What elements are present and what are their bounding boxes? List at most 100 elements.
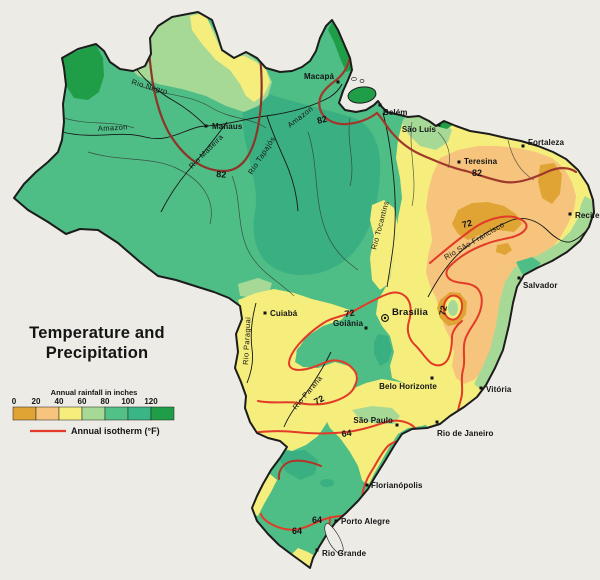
city-label-rio-grande: Rio Grande (322, 549, 367, 558)
city-label-goiania: Goiânia (333, 319, 363, 328)
legend-ticks: 0 20 40 60 80 100 120 (12, 397, 158, 406)
city-label-sao-paulo: São Paulo (353, 416, 393, 425)
river-label-paraguai: Rio Paraguai (241, 317, 253, 366)
isotherm-82-east (318, 55, 578, 184)
coastal-lagoon (324, 523, 344, 554)
city-dot-belo-horizonte (430, 376, 434, 380)
zone-teal-south (280, 450, 318, 480)
title-line-1: Temperature and (29, 324, 165, 342)
brazil-outline (13, 11, 595, 569)
legend-color-bar (12, 406, 175, 421)
zone-dark-green-nw (62, 45, 104, 100)
zone-dark-green-amapa (328, 22, 352, 72)
city-label-belo-horizonte: Belo Horizonte (379, 382, 437, 391)
city-dot-rio-grande (315, 548, 319, 552)
zone-teal-oval (320, 479, 334, 487)
zone-gold-3 (496, 243, 512, 255)
city-label-fortaleza: Fortaleza (528, 138, 564, 147)
city-label-florianopolis: Florianópolis (371, 481, 423, 490)
city-dot-belem (378, 103, 382, 107)
region-boundaries (63, 85, 535, 297)
legend-swatch-100-120 (127, 406, 152, 421)
iso-label-72-parana: 72 (312, 393, 326, 407)
city-dot-fortaleza (521, 144, 525, 148)
city-label-belem: Belém (383, 108, 408, 117)
iso-label-72-sao-francisco: 72 (461, 218, 473, 230)
city-dot-salvador (517, 276, 521, 280)
legend-tick-0: 0 (12, 397, 17, 406)
zone-yellow-rs-coast (292, 508, 353, 568)
isotherms (145, 26, 578, 558)
legend-isotherm-label: Annual isotherm (°F) (71, 426, 160, 436)
iso-label-72-loop: 72 (437, 305, 449, 317)
city-dot-sao-paulo (395, 423, 399, 427)
city-dot-teresina (457, 160, 461, 164)
city-label-vitoria: Vitória (486, 385, 512, 394)
zone-green-finger (296, 328, 359, 361)
city-dot-goiania (364, 326, 368, 330)
legend-tick-60: 60 (78, 397, 87, 406)
river-label-amazon-west: Amazon (98, 122, 128, 133)
city-dot-florianopolis (365, 483, 369, 487)
zone-light-green-east-coast (474, 196, 594, 390)
city-label-rio-de-janeiro: Rio de Janeiro (437, 429, 494, 438)
isotherm-82-west (145, 26, 263, 173)
city-label-recife: Recife (575, 211, 600, 220)
city-label-macapa: Macapá (304, 72, 334, 81)
iso-label-72-goiania: 72 (344, 308, 355, 319)
river-tapajos (266, 115, 299, 212)
legend: Annual rainfall in inches 0 20 40 60 80 … (12, 388, 175, 436)
isotherm-72-loop (429, 215, 528, 420)
zone-orange-northeast (426, 146, 576, 384)
zone-rain-100-120 (242, 88, 381, 276)
zone-yellow-rs-west (252, 474, 277, 516)
title-line-2: Precipitation (46, 344, 149, 362)
city-dot-rio-de-janeiro (435, 420, 439, 424)
zone-yellow-tocantins (370, 200, 398, 290)
legend-swatch-20-40 (35, 406, 60, 421)
city-markers (204, 80, 572, 552)
legend-tick-20: 20 (32, 397, 41, 406)
city-label-salvador: Salvador (523, 281, 558, 290)
rivers (61, 63, 587, 428)
iso-label-82-teresina: 82 (472, 168, 482, 178)
isotherm-72-small-loop (442, 294, 464, 321)
islet-1 (351, 77, 357, 81)
legend-tick-120: 120 (144, 397, 158, 406)
zone-light-green-saopaulo (352, 406, 400, 424)
map-title: Temperature and Precipitation (29, 324, 165, 362)
city-dot-cuiaba (263, 311, 267, 315)
legend-swatch-60-80 (81, 406, 106, 421)
city-dot-porto-alegre (334, 519, 338, 523)
city-label-teresina: Teresina (464, 157, 498, 166)
legend-tick-40: 40 (55, 397, 64, 406)
city-dot-manaus (204, 124, 208, 128)
legend-rainfall-title: Annual rainfall in inches (51, 388, 138, 397)
zone-light-green-north (126, 12, 272, 112)
zone-green-core-loop (448, 300, 458, 316)
islet-2 (359, 79, 365, 83)
iso-label-64-south: 64 (292, 526, 302, 536)
legend-swatch-80-100 (104, 406, 129, 421)
city-dot-recife (568, 212, 572, 216)
iso-label-64-sao-paulo: 64 (341, 428, 352, 439)
marajo-island (347, 86, 377, 104)
city-label-cuiaba: Cuiabá (270, 309, 298, 318)
legend-swatch-40-60 (58, 406, 83, 421)
isotherm-64-branch (277, 459, 322, 480)
isotherm-72-central (257, 291, 463, 406)
river-madeira (160, 121, 228, 213)
city-label-porto-alegre: Porto Alegre (341, 517, 390, 526)
legend-tick-100: 100 (121, 397, 135, 406)
iso-label-82-macapa: 82 (316, 114, 328, 126)
river-parana (283, 351, 332, 428)
river-tocantins (382, 112, 396, 288)
isotherm-labels: 82 82 82 72 72 72 72 64 64 64 (216, 114, 482, 536)
city-labels: Manaus Macapá Belém São Luís Teresina Fo… (212, 72, 600, 558)
city-dot-macapa (336, 80, 340, 84)
river-sao-francisco (427, 218, 587, 298)
city-dot-vitoria (479, 386, 483, 390)
river-amazon (61, 83, 343, 139)
